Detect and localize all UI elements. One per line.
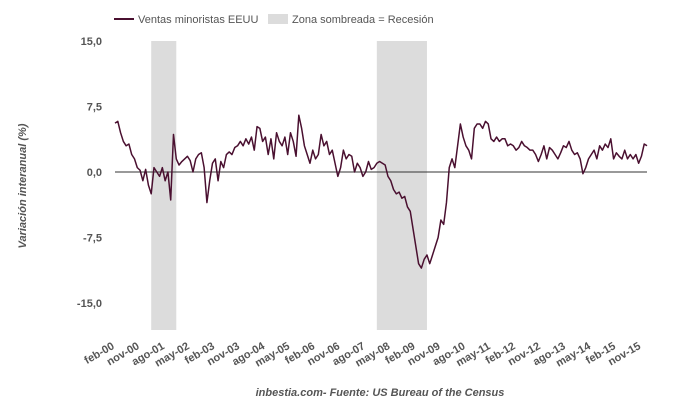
y-tick-label: -7,5 [83, 233, 102, 245]
legend: Ventas minoristas EEUU Zona sombreada = … [114, 14, 434, 26]
legend-recession-swatch [268, 14, 288, 24]
legend-series-label: Ventas minoristas EEUU [138, 14, 258, 26]
series-line-ventas-minoristas [114, 114, 648, 269]
x-axis-ticks: feb-00nov-00ago-01may-02feb-03nov-03ago-… [82, 340, 642, 370]
legend-recession-label: Zona sombreada = Recesión [292, 14, 434, 26]
recession-band-1 [151, 41, 177, 330]
y-tick-label: 0,0 [87, 167, 102, 179]
y-tick-label: 15,0 [81, 36, 102, 48]
source-caption: inbestia.com- Fuente: US Bureau of the C… [256, 387, 505, 399]
y-axis-ticks: 15,0 7,5 0,0 -7,5 -15,0 [77, 36, 102, 310]
recession-band-2 [376, 41, 427, 330]
y-axis-label: Variación interanual (%) [17, 123, 29, 248]
y-tick-label: -15,0 [77, 298, 102, 310]
recession-bands [151, 41, 427, 330]
y-tick-label: 7,5 [87, 102, 102, 114]
